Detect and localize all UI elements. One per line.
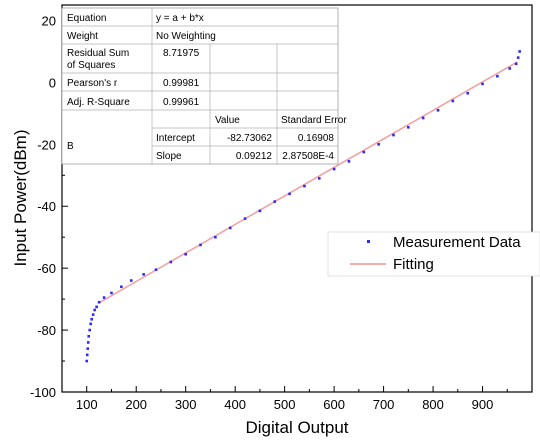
measurement-point	[142, 273, 145, 276]
measurement-point	[317, 177, 321, 180]
x-tick-label-200: 200	[125, 397, 147, 412]
measurement-point	[377, 143, 380, 146]
measurement-point	[436, 108, 440, 112]
stats-header-error: Standard Error	[281, 115, 347, 126]
measurement-point	[518, 50, 521, 53]
measurement-point	[97, 300, 101, 304]
measurement-point	[86, 341, 90, 344]
y-tick-label--40: -40	[37, 199, 56, 214]
measurement-point	[451, 99, 455, 103]
stats-label-rss-line1: Residual Sum	[67, 48, 129, 59]
measurement-point	[516, 56, 520, 59]
y-tick-label--80: -80	[37, 323, 56, 338]
measurement-point	[481, 82, 484, 86]
measurement-point	[102, 296, 106, 299]
measurement-point	[288, 192, 291, 196]
measurement-point	[392, 133, 395, 137]
stats-table-background	[61, 7, 339, 165]
legend-label-fitting: Fitting	[393, 256, 434, 273]
measurement-point	[347, 160, 351, 163]
measurement-point	[154, 268, 158, 272]
stats-param-slope-error: 2.87508E-4	[282, 151, 334, 162]
y-axis-title: Input Power(dBm)	[11, 130, 30, 267]
measurement-point	[85, 353, 89, 357]
stats-label-rss-line2: of Squares	[67, 60, 115, 71]
x-tick-label-400: 400	[224, 397, 246, 412]
x-tick-label-900: 900	[472, 397, 494, 412]
measurement-point	[243, 217, 247, 220]
y-tick-label-0: 0	[49, 75, 56, 90]
x-tick-label-500: 500	[274, 397, 296, 412]
measurement-point	[228, 226, 232, 230]
stats-label-equation: Equation	[67, 13, 106, 24]
measurement-point	[86, 347, 90, 350]
measurement-point	[496, 74, 499, 78]
stats-table: Equation y = a + b*x Weight No Weighting…	[61, 7, 347, 165]
stats-param-intercept-error: 0.16908	[298, 133, 335, 144]
stats-value-rss: 8.71975	[163, 48, 200, 59]
ticks-layer: 100 200 300 400 500 600 700 800 900-100-80-60-40…	[30, 13, 533, 412]
legend-marker-measurement	[367, 240, 370, 243]
measurement-point	[87, 334, 91, 338]
stats-group-label: B	[67, 141, 74, 152]
y-tick-label-20: 20	[42, 13, 56, 28]
x-tick-label-300: 300	[175, 397, 197, 412]
stats-param-slope-name: Slope	[156, 151, 182, 162]
stats-value-adj-r2: 0.99961	[163, 97, 200, 108]
fitting-line	[98, 61, 518, 304]
y-tick-label--20: -20	[37, 137, 56, 152]
x-tick-label-700: 700	[373, 397, 395, 412]
measurement-point	[85, 359, 89, 363]
legend-label-measurement: Measurement Data	[393, 234, 521, 251]
legend-box	[327, 231, 540, 277]
measurement-point	[184, 252, 187, 256]
stats-label-pearson: Pearson's r	[67, 78, 118, 89]
x-tick-label-600: 600	[323, 397, 345, 412]
plot-frame	[61, 4, 533, 393]
measurement-point	[91, 313, 95, 316]
stats-param-intercept-value: -82.73062	[227, 133, 272, 144]
measurement-point	[514, 62, 518, 66]
measurement-point	[466, 91, 469, 95]
x-tick-label-800: 800	[422, 397, 444, 412]
measurement-point	[120, 285, 123, 289]
x-axis-title: Digital Output	[246, 418, 349, 437]
stats-param-slope-value: 0.09212	[236, 151, 273, 162]
stats-value-equation: y = a + b*x	[156, 13, 204, 24]
measurement-point	[90, 317, 93, 321]
y-tick-label--100: -100	[30, 385, 56, 400]
measurement-point	[258, 209, 262, 213]
measurement-point	[93, 308, 96, 312]
series-layer	[85, 50, 521, 363]
measurement-point	[110, 291, 113, 295]
measurement-point	[362, 150, 366, 154]
measurement-point	[129, 279, 133, 282]
stats-label-adj-r2: Adj. R-Square	[67, 97, 130, 108]
measurement-point	[169, 260, 173, 264]
measurement-point	[303, 184, 306, 188]
measurement-point	[88, 328, 92, 332]
stats-value-pearson: 0.99981	[163, 78, 200, 89]
measurement-point	[421, 116, 425, 120]
measurement-point	[89, 322, 92, 326]
x-tick-label-100: 100	[76, 397, 98, 412]
measurement-point	[273, 200, 277, 203]
measurement-point	[508, 67, 512, 70]
y-tick-label--60: -60	[37, 261, 56, 276]
measurement-point	[95, 305, 98, 309]
measurement-point	[214, 235, 217, 239]
stats-label-weight: Weight	[67, 31, 98, 42]
measurement-point	[332, 167, 336, 171]
measurement-point	[407, 125, 410, 129]
stats-header-value: Value	[215, 115, 240, 126]
legend: Measurement Data Fitting	[327, 231, 540, 277]
measurement-point	[199, 243, 202, 247]
stats-value-weight: No Weighting	[156, 31, 216, 42]
stats-param-intercept-name: Intercept	[156, 133, 195, 144]
